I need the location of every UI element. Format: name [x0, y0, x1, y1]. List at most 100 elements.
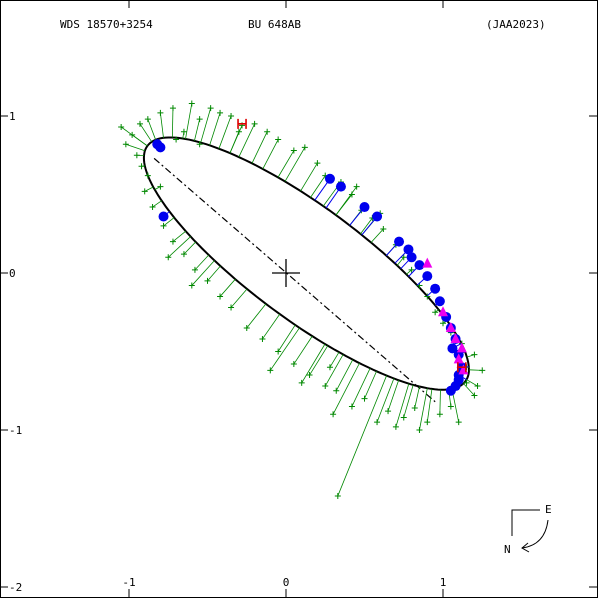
micrometer-point: [217, 293, 224, 300]
micrometer-point: [447, 403, 454, 410]
micrometer-point: [416, 427, 423, 433]
micrometer-residual: [403, 384, 414, 418]
micrometer-residual: [395, 383, 410, 427]
micrometer-residual: [144, 186, 154, 192]
speckle-point: [430, 283, 441, 294]
micrometer-point: [169, 238, 176, 245]
micrometer-residual: [376, 378, 395, 423]
speckle-point: [335, 181, 346, 192]
micrometer-residual: [207, 265, 221, 282]
wds-id: WDS 18570+3254: [60, 18, 153, 31]
micrometer-point: [353, 183, 360, 190]
micrometer-residual: [419, 388, 428, 431]
micrometer-residual: [426, 388, 433, 423]
micrometer-point: [333, 387, 340, 394]
micrometer-point: [411, 405, 418, 412]
micrometer-residual: [269, 327, 300, 371]
micrometer-residual: [396, 257, 405, 266]
micrometer-residual: [309, 345, 329, 376]
micrometer-residual: [139, 123, 153, 143]
micrometer-point: [122, 141, 129, 148]
micrometer-point: [348, 403, 355, 410]
micrometer-residual: [277, 324, 296, 352]
micrometer-point: [180, 251, 187, 258]
speckle-point: [155, 142, 166, 153]
interferometric-point: [450, 332, 461, 343]
micrometer-point: [374, 419, 381, 426]
speckle-point: [422, 271, 433, 282]
x-tick-label: 0: [283, 576, 290, 589]
micrometer-residual: [262, 313, 281, 340]
compass-north-label: N: [504, 543, 511, 556]
micrometer-residual: [219, 278, 236, 297]
micrometer-residual: [125, 143, 146, 152]
y-tick-label: 1: [9, 110, 16, 123]
micrometer-residual: [463, 383, 475, 396]
speckle-point: [324, 173, 335, 184]
micrometer-point: [275, 136, 282, 143]
micrometer-point: [173, 136, 180, 143]
interferometric-point: [453, 353, 464, 364]
micrometer-point: [169, 105, 176, 112]
micrometer-residual: [152, 200, 162, 208]
micrometer-residual: [300, 162, 318, 192]
micrometer-residual: [183, 241, 196, 255]
micrometer-point: [118, 123, 125, 130]
speckle-point: [158, 211, 169, 222]
micrometer-residual: [387, 380, 399, 412]
micrometer-point: [180, 128, 187, 135]
micrometer-point: [326, 364, 333, 371]
micrometer-point: [400, 254, 407, 261]
micrometer-residual: [185, 103, 193, 140]
discoverer-designation: BU 648AB: [248, 18, 301, 31]
micrometer-point: [275, 348, 282, 355]
micrometer-residual: [163, 217, 175, 227]
speckle-point: [394, 236, 405, 247]
micrometer-point: [267, 367, 274, 374]
micrometer-point: [228, 304, 235, 311]
micrometer-residual: [277, 150, 295, 178]
micrometer-point: [424, 293, 431, 300]
compass-arrowhead: [521, 542, 530, 553]
micrometer-residual: [171, 108, 174, 138]
micrometer-residual: [218, 115, 232, 149]
micrometer-residual: [414, 386, 420, 409]
micrometer-point: [196, 116, 203, 123]
micrometer-point: [144, 116, 151, 123]
micrometer-point: [136, 120, 143, 127]
micrometer-residual: [337, 375, 387, 497]
micrometer-point: [330, 411, 337, 418]
x-tick-label: -1: [122, 576, 135, 589]
micrometer-residual: [329, 351, 340, 368]
interferometric-point: [438, 306, 448, 317]
micrometer-residual: [251, 131, 268, 164]
micrometer-point: [207, 105, 214, 112]
micrometer-point: [204, 277, 211, 284]
observation-layer: [118, 100, 486, 499]
micrometer-point: [455, 419, 462, 426]
micrometer-point: [243, 324, 250, 331]
micrometer-residual: [360, 217, 373, 235]
speckle-point: [445, 385, 456, 396]
orbit-ellipse: [142, 136, 470, 391]
compass-east-label: E: [545, 503, 552, 516]
speckle-point: [403, 244, 414, 255]
micrometer-residual: [246, 303, 267, 329]
speckle-point: [434, 296, 445, 307]
micrometer-point: [217, 109, 224, 116]
micrometer-point: [290, 361, 297, 368]
micrometer-point: [251, 120, 258, 127]
micrometer-residual: [194, 254, 210, 271]
micrometer-point: [322, 383, 329, 390]
y-tick-label: 0: [9, 267, 16, 280]
micrometer-point: [290, 147, 297, 154]
micrometer-residual: [406, 269, 412, 275]
micrometer-residual: [335, 359, 354, 391]
micrometer-residual: [209, 112, 221, 146]
micrometer-residual: [324, 354, 344, 387]
micrometer-point: [188, 100, 195, 107]
micrometer-residual: [238, 123, 255, 158]
micrometer-point: [196, 141, 203, 148]
